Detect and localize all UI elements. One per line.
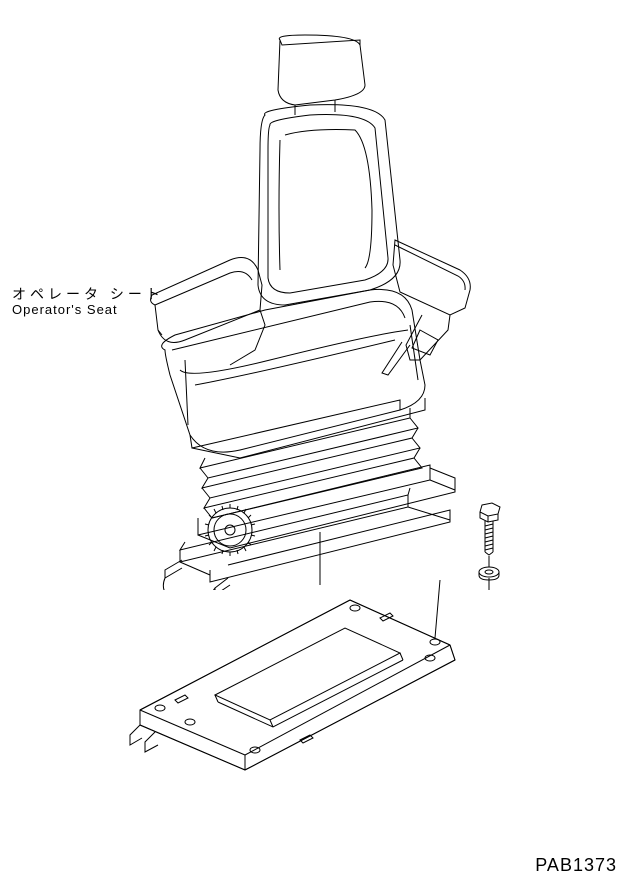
parts-diagram: オペレータ シート Operator's Seat PAB1373: [0, 0, 629, 883]
base-plate: [100, 580, 470, 800]
bolt-washer: [470, 500, 510, 590]
seat-assembly: [110, 30, 510, 590]
japanese-label: オペレータ シート: [12, 284, 164, 304]
drawing-id-label: PAB1373: [535, 855, 617, 876]
english-label: Operator's Seat: [12, 302, 118, 317]
